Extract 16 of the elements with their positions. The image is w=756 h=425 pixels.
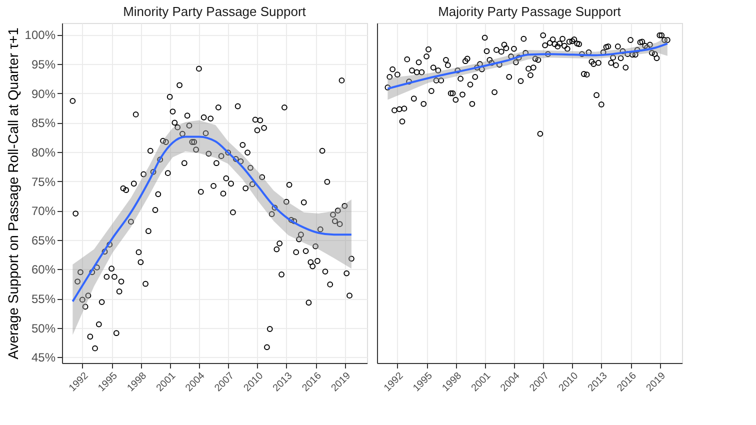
chart-title: Minority Party Passage Support [123, 4, 306, 19]
y-tick-label: 80% [31, 145, 56, 160]
y-tick-label: 75% [31, 174, 56, 189]
y-tick-label: 65% [31, 233, 56, 248]
y-tick-label: 95% [31, 58, 56, 72]
y-tick-label: 90% [31, 86, 56, 101]
y-tick-label: 55% [31, 292, 56, 306]
y-tick-label: 50% [31, 321, 56, 336]
y-tick-label: 45% [31, 350, 56, 365]
y-tick-label: 100% [24, 28, 56, 42]
y-tick-label: 85% [31, 116, 56, 130]
chart-title: Majority Party Passage Support [438, 4, 622, 19]
line-series [72, 136, 352, 302]
y-tick-label: 70% [31, 204, 56, 218]
y-axis-title: Average Support on Passage Roll-Call at Quarter τ+1 [4, 27, 21, 360]
y-tick-label: 60% [31, 262, 56, 277]
